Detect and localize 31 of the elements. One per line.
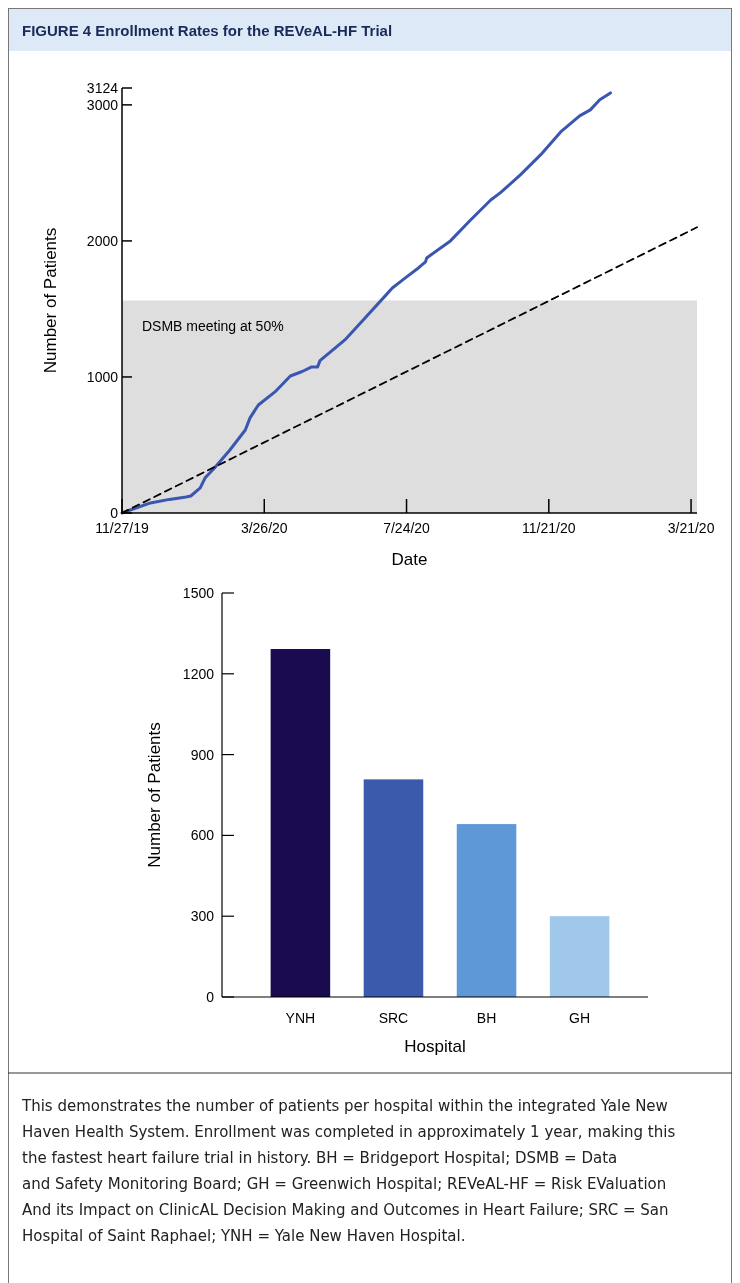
- bar: [456, 824, 517, 997]
- y-axis-title: Number of Patients: [41, 227, 60, 374]
- band-label: DSMB meeting at 50%: [142, 317, 284, 334]
- bar: [363, 779, 424, 997]
- y-tick-label: 300: [190, 908, 215, 925]
- y-tick-label: 1500: [182, 584, 215, 601]
- x-tick-label: 11/21/20: [522, 520, 576, 536]
- x-axis-title: Hospital: [404, 1037, 466, 1056]
- x-tick-label: 3/21/20: [667, 520, 715, 536]
- bar: [549, 916, 610, 997]
- x-tick-label: YNH: [285, 1010, 316, 1026]
- y-tick-label: 1200: [182, 665, 215, 682]
- y-tick-label: 600: [190, 827, 215, 844]
- x-tick-label: 7/24/20: [383, 520, 431, 536]
- y-axis-title: Number of Patients: [145, 722, 164, 868]
- chart-title: FIGURE 4 Enrollment Rates for the REVeAL-HF Trial: [22, 22, 393, 39]
- x-tick-label: BH: [476, 1010, 497, 1026]
- x-tick-label: 3/26/20: [240, 520, 288, 536]
- bar: [270, 649, 331, 997]
- y-tick-label: 900: [190, 746, 215, 763]
- x-tick-label: 11/27/19: [95, 520, 149, 536]
- y-tick-label: 0: [110, 504, 119, 521]
- x-tick-label: GH: [569, 1010, 591, 1026]
- x-axis-title: Date: [391, 550, 428, 569]
- y-tick-label: 0: [206, 988, 215, 1005]
- text: This demonstrates the number of patients per hospital within the integrated Yale New Haven Health System. Enrollment was completed in approximately 1 year, making this the fastest heart failure trial in history. BH = Bridgeport Hospital; DSMB = Data and Safety Monitoring Board; GH = Greenwich Hospital; REVeAL-HF = Risk EValuation And its Impact on ClinicAL Decision Making and Outcomes in Heart Failure; SRC = San Hospital of Saint Raphael; YNH = Yale New Haven Hospital.: [21, 1097, 676, 1245]
- y-tick-label: 1000: [86, 368, 119, 385]
- x-tick-label: SRC: [378, 1010, 409, 1026]
- y-tick-label: 3000: [86, 96, 119, 113]
- y-tick-label: 3124: [86, 79, 119, 96]
- y-tick-label: 2000: [86, 232, 119, 249]
